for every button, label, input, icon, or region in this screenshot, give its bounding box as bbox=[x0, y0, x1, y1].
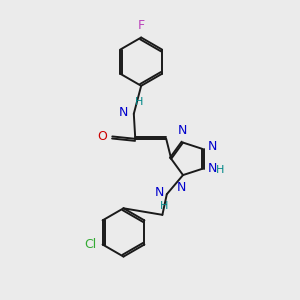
Text: N: N bbox=[178, 124, 187, 137]
Text: O: O bbox=[97, 130, 107, 143]
Text: N: N bbox=[119, 106, 128, 119]
Text: H: H bbox=[216, 165, 224, 175]
Text: H: H bbox=[160, 201, 169, 211]
Text: N: N bbox=[207, 140, 217, 153]
Text: F: F bbox=[138, 19, 145, 32]
Text: N: N bbox=[207, 162, 217, 176]
Text: H: H bbox=[135, 97, 144, 107]
Text: Cl: Cl bbox=[84, 238, 96, 251]
Text: N: N bbox=[177, 181, 186, 194]
Text: N: N bbox=[155, 186, 164, 199]
